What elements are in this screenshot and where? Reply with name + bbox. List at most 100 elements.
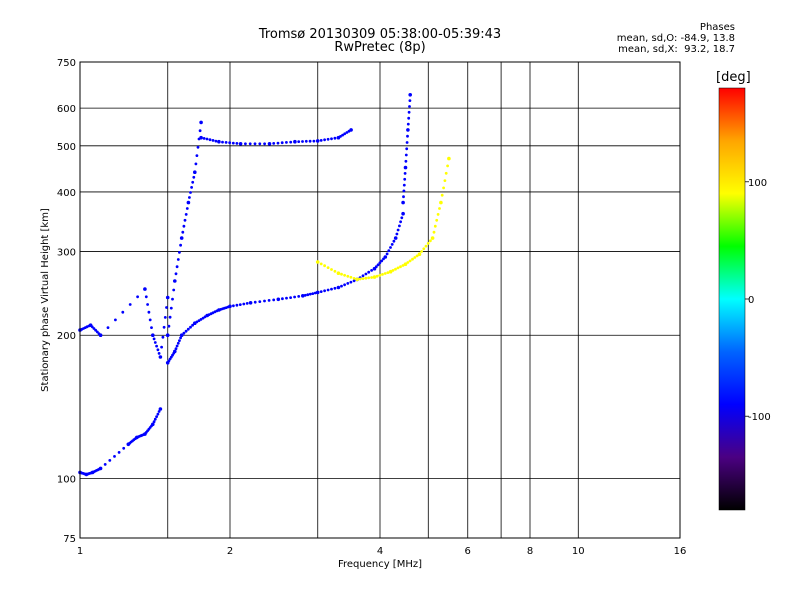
colorbar-ticks: 100 0 -100: [745, 178, 771, 423]
echo-point: [258, 142, 262, 146]
echo-point: [196, 145, 200, 149]
echo-point: [429, 239, 432, 243]
echo-point: [244, 142, 247, 146]
echo-point: [201, 316, 205, 320]
echo-point: [263, 142, 266, 146]
echo-point: [403, 165, 408, 170]
grid-lines: [80, 62, 680, 538]
echo-point: [311, 292, 315, 295]
echo-point: [426, 242, 430, 245]
echo-point: [280, 141, 284, 145]
echo-point: [406, 261, 410, 264]
echo-point: [361, 274, 365, 278]
echo-point: [188, 196, 191, 199]
echo-point: [232, 304, 235, 308]
echo-point: [303, 293, 307, 297]
echo-point: [238, 142, 243, 146]
echo-point: [285, 296, 288, 300]
echo-point: [179, 333, 184, 338]
y-axis-ticks: 75 100 200 300 400 500 600 750: [57, 58, 76, 545]
echo-point: [179, 336, 183, 340]
echo-point: [143, 287, 147, 291]
echo-point: [176, 258, 180, 261]
echo-point: [147, 310, 151, 314]
echo-point: [121, 310, 125, 314]
echo-point: [333, 286, 337, 290]
echo-point: [301, 140, 304, 143]
echo-point: [186, 200, 191, 205]
echo-point: [168, 315, 172, 319]
echo-point: [392, 239, 396, 243]
echo-point: [417, 252, 422, 256]
echo-point: [153, 341, 157, 344]
echo-point: [430, 236, 435, 240]
echo-point: [128, 303, 132, 306]
echo-point: [323, 264, 326, 268]
echo-point: [103, 463, 107, 466]
echo-point: [349, 128, 353, 132]
echo-point: [199, 120, 203, 125]
echo-point: [248, 142, 252, 146]
echo-point: [276, 297, 281, 302]
echo-point: [435, 218, 439, 222]
echo-point: [446, 164, 449, 168]
echo-point: [361, 277, 365, 280]
echo-point: [432, 230, 436, 234]
echo-point: [364, 276, 368, 280]
echo-point: [422, 247, 426, 251]
echo-point: [160, 345, 164, 349]
echo-point: [151, 422, 155, 427]
echo-point: [152, 337, 156, 341]
echo-point: [289, 140, 293, 144]
echo-point: [186, 327, 190, 331]
echo-point: [189, 325, 192, 329]
echo-point: [174, 272, 178, 276]
echo-point: [165, 333, 170, 338]
echo-point: [404, 153, 408, 157]
echo-point: [346, 274, 350, 278]
echo-point: [388, 269, 393, 274]
echo-point: [346, 282, 350, 285]
echo-point: [408, 99, 412, 102]
echo-point: [381, 273, 384, 276]
echo-point: [289, 296, 292, 299]
echo-point: [420, 250, 423, 253]
echo-point: [385, 252, 389, 256]
echo-point: [202, 137, 206, 140]
colorbar-unit-label: [deg]: [716, 70, 751, 85]
echo-point: [352, 277, 356, 280]
echo-point: [198, 129, 202, 133]
y-tick-label: 200: [57, 331, 76, 342]
y-tick-label: 300: [57, 247, 76, 258]
y-tick-label: 600: [57, 104, 76, 115]
echo-point: [401, 211, 405, 216]
echo-point: [178, 251, 181, 254]
echo-point: [297, 140, 301, 144]
echo-point: [333, 136, 337, 140]
echo-point: [228, 141, 232, 145]
echo-point: [281, 297, 284, 301]
y-axis-label: Stationary phase Virtual Height [km]: [40, 208, 51, 392]
x-tick-label: 6: [465, 546, 471, 557]
colorbar: [718, 87, 746, 511]
echo-point: [242, 302, 246, 306]
echo-point: [173, 279, 177, 283]
echo-point: [439, 200, 443, 205]
echo-point: [398, 224, 401, 228]
echo-point: [158, 355, 163, 359]
echo-point: [367, 276, 371, 280]
x-tick-label: 8: [527, 546, 533, 557]
echo-point: [393, 236, 398, 240]
echo-point: [211, 139, 215, 142]
echo-point: [176, 341, 180, 345]
echo-point: [336, 271, 341, 276]
echo-point: [341, 133, 344, 137]
echo-point: [308, 139, 312, 143]
echo-point: [372, 266, 377, 271]
echo-point: [403, 262, 408, 267]
echo-point: [405, 141, 409, 144]
echo-point: [443, 179, 447, 183]
echo-point: [402, 189, 406, 193]
phases-heading: Phases: [699, 22, 735, 33]
echo-point: [391, 269, 395, 272]
